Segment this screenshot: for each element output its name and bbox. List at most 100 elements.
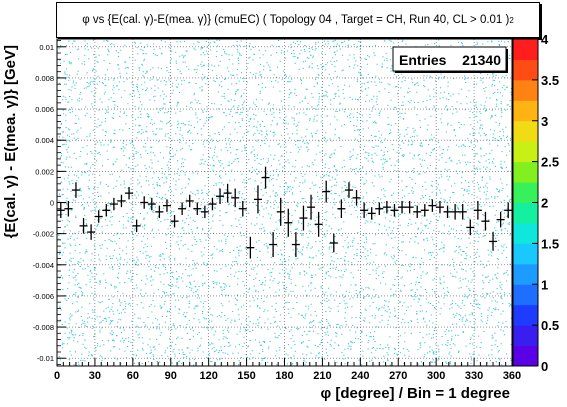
- y-axis-label: {E(cal. γ) - E(mea. γ)} [GeV]: [2, 45, 19, 238]
- profile-point: [162, 199, 171, 212]
- profile-point: [231, 188, 240, 208]
- plot-frame-bg: [57, 39, 512, 366]
- y-tick-label: -0.008: [33, 323, 54, 332]
- x-axis-label: φ [degree] / Bin = 1 degree: [320, 385, 510, 402]
- profile-point: [200, 205, 209, 219]
- profile-point: [329, 233, 338, 253]
- colorbar-segment: [513, 284, 538, 306]
- profile-point: [269, 232, 278, 257]
- chart-title: φ vs {E(cal. γ)-E(mea. γ)} (cmuEC) ( Top…: [56, 2, 540, 38]
- colorbar-tick-label: 1: [541, 277, 548, 292]
- profile-point: [261, 166, 270, 189]
- x-tick-label: 330: [465, 370, 483, 382]
- colorbar-segment: [513, 79, 538, 101]
- profile-point: [140, 196, 149, 209]
- colorbar-segment: [513, 120, 538, 142]
- profile-point: [428, 199, 437, 212]
- profile-point: [299, 205, 308, 231]
- profile-point: [413, 205, 422, 219]
- y-tick-label: -0.006: [33, 292, 54, 301]
- profile-point: [398, 200, 407, 214]
- scatter-entries: [58, 39, 513, 366]
- profile-point: [382, 200, 391, 214]
- profile-point: [481, 211, 490, 231]
- colorbar-tick-label: 0: [541, 359, 548, 374]
- x-tick-label: 240: [351, 370, 369, 382]
- profile-point: [504, 202, 513, 219]
- profile-point: [405, 200, 414, 214]
- profile-point: [360, 202, 369, 219]
- colorbar-tick-label: 1.5: [541, 236, 559, 251]
- profile-point: [155, 205, 164, 219]
- colorbar-segment: [513, 141, 538, 163]
- y-tick-label: 0: [50, 199, 54, 208]
- y-tick-label: 0.002: [35, 167, 54, 176]
- profile-point: [125, 186, 134, 200]
- profile-point: [443, 205, 452, 219]
- profile-point: [276, 197, 285, 226]
- profile-point: [223, 183, 232, 203]
- profile-point: [94, 210, 103, 223]
- profile-point: [284, 208, 293, 237]
- colorbar-segment: [513, 263, 538, 285]
- colorbar-segment: [513, 100, 538, 122]
- profile-point: [451, 204, 460, 220]
- stats-box-shadow-bottom: [395, 71, 508, 73]
- colorbar-layer: 0 0.5 1 1.5 2 2.5 3 3.5 4: [512, 32, 559, 374]
- chart-title-subscript: 2: [509, 15, 514, 25]
- profile-point: [352, 190, 361, 206]
- profile-point: [337, 199, 346, 219]
- chart-title-text: φ vs {E(cal. γ)-E(mea. γ)} (cmuEC) ( Top…: [82, 14, 510, 26]
- profile-point: [216, 188, 225, 205]
- y-tick-label: -0.002: [33, 230, 54, 239]
- x-tick-label: 360: [503, 370, 521, 382]
- x-tick-label: 90: [165, 370, 177, 382]
- profile-layer: [56, 166, 513, 259]
- profile-point: [253, 185, 262, 214]
- profile-point: [185, 194, 194, 208]
- stats-box: Entries 21340: [392, 46, 508, 73]
- y-tick-label: 0.004: [35, 136, 54, 145]
- profile-point: [178, 202, 187, 215]
- colorbar-segment: [513, 59, 538, 81]
- profile-point: [496, 211, 505, 228]
- y-tick-label: 0.008: [35, 74, 54, 83]
- stats-box-frame: [392, 46, 507, 72]
- stats-entries-value: 21340: [462, 52, 501, 68]
- profile-point: [64, 200, 73, 217]
- colorbar-segment: [513, 345, 538, 367]
- colorbar-segment: [513, 243, 538, 265]
- profile-point: [466, 219, 475, 236]
- profile-point: [473, 200, 482, 220]
- profile-point: [314, 211, 323, 237]
- x-tick-label: 180: [275, 370, 293, 382]
- profile-point: [344, 182, 353, 198]
- colorbar-segment: [513, 202, 538, 224]
- profile-point: [79, 218, 88, 234]
- y-tick-label: 0.01: [39, 43, 54, 52]
- profile-point: [170, 214, 179, 228]
- x-tick-label: 120: [199, 370, 217, 382]
- x-tick-label: 150: [237, 370, 255, 382]
- y-tick-label: -0.004: [33, 261, 54, 270]
- colorbar-segment: [513, 39, 538, 60]
- axis-layer: 0 30 60 90 120 150 180 210 240 270 300 330 360 -0.01 -…: [33, 40, 521, 382]
- profile-point: [56, 202, 65, 219]
- profile-point: [420, 204, 429, 217]
- profile-point: [117, 194, 126, 208]
- colorbar-segment: [513, 222, 538, 244]
- x-tick-label: 30: [89, 370, 101, 382]
- colorbar-tick-label: 4: [541, 32, 549, 47]
- profile-point: [489, 232, 498, 251]
- profile-point: [367, 207, 376, 220]
- profile-point: [102, 204, 111, 217]
- profile-point: [307, 194, 316, 220]
- profile-point: [109, 197, 118, 211]
- profile-point: [390, 204, 399, 217]
- profile-point: [87, 224, 96, 240]
- profile-point: [322, 180, 331, 203]
- colorbar-segment: [513, 161, 538, 183]
- profile-point: [132, 219, 141, 233]
- y-tick-label: 0.006: [35, 105, 54, 114]
